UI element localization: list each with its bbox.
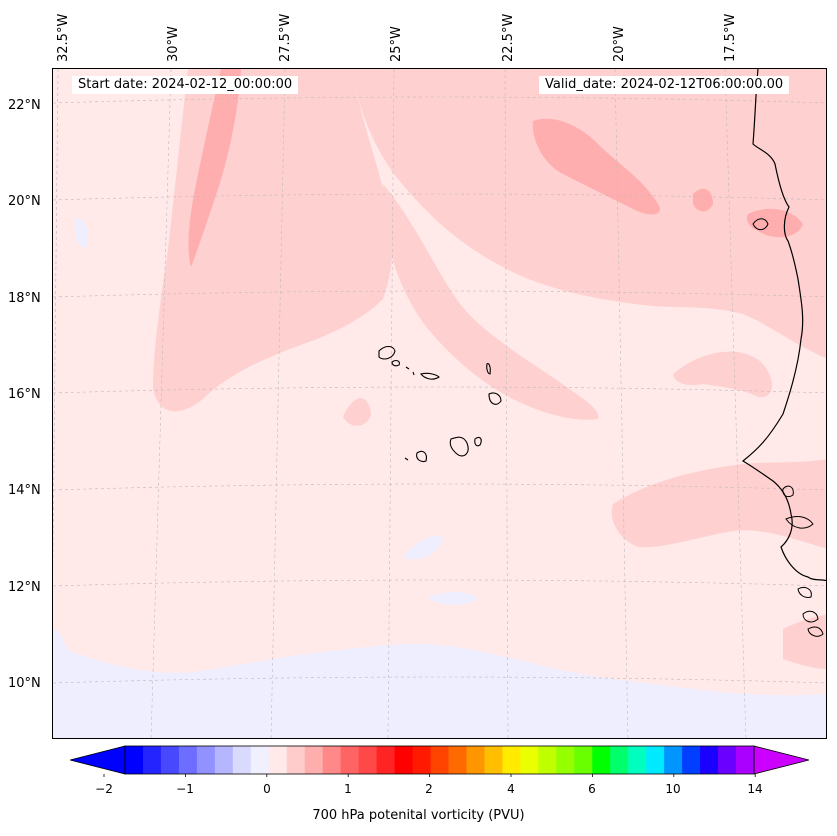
colorbar-segment <box>268 746 288 774</box>
lat-label-14n: 14°N <box>8 483 41 498</box>
coast-details <box>752 218 824 637</box>
colorbar-segment <box>718 746 737 774</box>
colorbar-tick-label: 14 <box>747 782 763 796</box>
colorbar-segment <box>484 746 503 774</box>
start-date-label: Start date: 2024-02-12_00:00:00 <box>72 76 299 94</box>
low-pv-patch-1 <box>403 535 443 560</box>
low-pv-patch-2 <box>428 591 478 605</box>
lon-label-17-5w: 17.5°W <box>723 13 738 62</box>
low-pv-region-west <box>53 629 72 719</box>
lat-label-18n: 18°N <box>8 291 41 306</box>
lon-label-25w: 25°W <box>389 26 404 62</box>
colorbar-segment <box>466 746 485 774</box>
colorbar-segment <box>646 746 665 774</box>
colorbar <box>70 745 810 777</box>
colorbar-segments <box>125 746 755 774</box>
pv-field-map <box>53 69 826 738</box>
colorbar-segment <box>304 746 324 774</box>
colorbar-segment <box>700 746 719 774</box>
colorbar-tick-label: 1 <box>344 782 352 796</box>
colorbar-over-arrow <box>753 745 810 775</box>
lon-label-32-5w: 32.5°W <box>56 13 71 62</box>
colorbar-segment <box>322 746 342 774</box>
colorbar-segment <box>592 746 611 774</box>
colorbar-segment <box>664 746 683 774</box>
high-pv-streak-northeast <box>532 118 661 215</box>
colorbar-segment <box>502 746 521 774</box>
low-pv-region-south <box>53 643 826 738</box>
african-coastline <box>741 69 826 582</box>
colorbar-segment <box>556 746 575 774</box>
lat-label-22n: 22°N <box>8 98 41 113</box>
colorbar-segment <box>628 746 647 774</box>
pv-band-central <box>353 69 826 359</box>
map-panel <box>52 68 827 739</box>
colorbar-segment <box>196 746 216 774</box>
low-pv-patch-3 <box>74 218 89 248</box>
colorbar-label: 700 hPa potenital vorticity (PVU) <box>312 808 525 823</box>
colorbar-segment <box>574 746 593 774</box>
pv-patch-southeast <box>783 614 826 669</box>
colorbar-segment <box>160 746 180 774</box>
colorbar-segment <box>520 746 539 774</box>
colorbar-tick-label: 10 <box>665 782 681 796</box>
lon-label-27-5w: 27.5°W <box>278 13 293 62</box>
colorbar-segment <box>214 746 234 774</box>
colorbar-segment <box>125 746 144 774</box>
colorbar-segment <box>250 746 270 774</box>
colorbar-under-arrow <box>70 745 126 775</box>
colorbar-segment <box>412 746 432 774</box>
cape-verde-islands <box>378 345 502 463</box>
colorbar-segment <box>286 746 306 774</box>
colorbar-segment <box>142 746 162 774</box>
valid-date-label: Valid_date: 2024-02-12T06:00:00.00 <box>539 76 790 94</box>
colorbar-tick-label: −2 <box>95 782 113 796</box>
colorbar-segment <box>340 746 360 774</box>
colorbar-segment <box>232 746 252 774</box>
lon-label-20w: 20°W <box>612 26 627 62</box>
colorbar-tick-label: 0 <box>263 782 271 796</box>
pv-patch-coast <box>673 351 773 398</box>
colorbar-tick-label: 2 <box>425 782 433 796</box>
colorbar-segment <box>682 746 701 774</box>
colorbar-segment <box>448 746 467 774</box>
lat-label-16n: 16°N <box>8 387 41 402</box>
colorbar-tick-label: −1 <box>176 782 194 796</box>
colorbar-segment <box>358 746 378 774</box>
colorbar-segment <box>178 746 198 774</box>
graticule <box>53 69 826 738</box>
colorbar-outline <box>124 745 755 775</box>
lon-label-22-5w: 22.5°W <box>501 13 516 62</box>
lat-label-12n: 12°N <box>8 580 41 595</box>
pv-patch-island <box>343 398 371 426</box>
colorbar-tick-label: 6 <box>588 782 596 796</box>
colorbar-segment <box>610 746 629 774</box>
colorbar-segment <box>376 746 396 774</box>
colorbar-segment <box>538 746 557 774</box>
lat-label-20n: 20°N <box>8 194 41 209</box>
colorbar-segment <box>736 746 755 774</box>
high-pv-streak-west <box>188 69 241 267</box>
high-pv-patch-coast <box>693 188 713 212</box>
lon-label-30w: 30°W <box>166 26 181 62</box>
colorbar-segment <box>430 746 449 774</box>
colorbar-tick-label: 4 <box>507 782 515 796</box>
colorbar-tickmarks <box>103 774 756 777</box>
pv-band-southeast <box>611 459 826 549</box>
lat-label-10n: 10°N <box>8 676 41 691</box>
colorbar-segment <box>394 746 414 774</box>
